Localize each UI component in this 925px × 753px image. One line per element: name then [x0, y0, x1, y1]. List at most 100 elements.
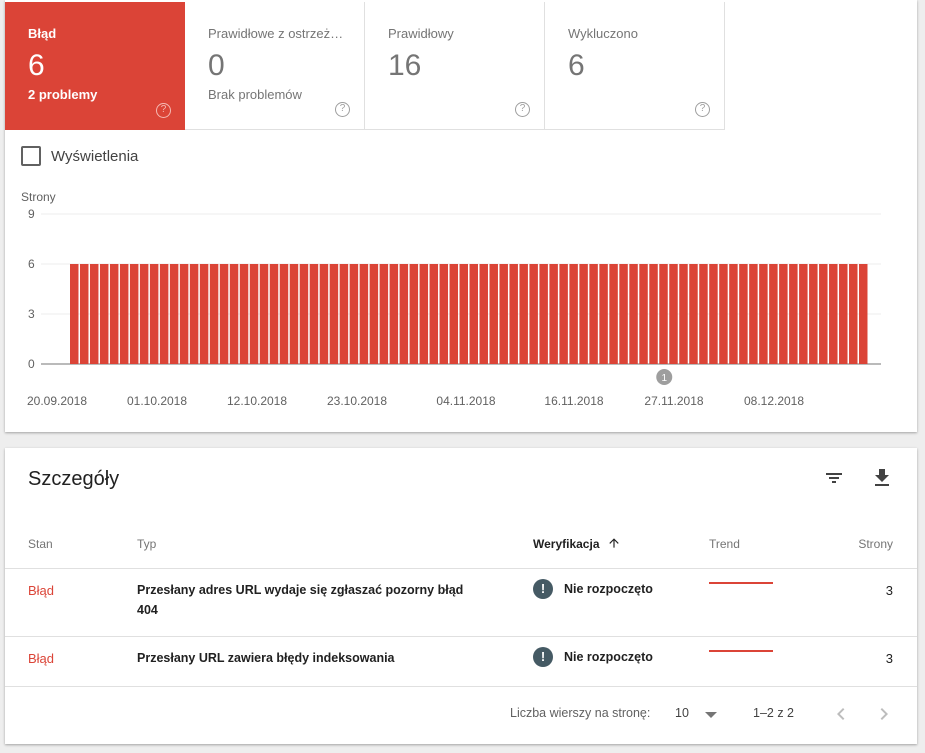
- chart-bar[interactable]: [529, 264, 538, 364]
- tile-excluded[interactable]: Wykluczono 6 ?: [545, 2, 725, 130]
- chart-bar[interactable]: [559, 264, 568, 364]
- chart-bar[interactable]: [219, 264, 229, 364]
- chart-bar[interactable]: [829, 264, 838, 364]
- chart-bar[interactable]: [279, 264, 289, 364]
- chart-bar[interactable]: [109, 264, 119, 364]
- chart-bar[interactable]: [639, 264, 648, 364]
- chart-bar[interactable]: [599, 264, 608, 364]
- chart-bar[interactable]: [819, 264, 828, 364]
- chart-bar[interactable]: [709, 264, 718, 364]
- chart-bar[interactable]: [849, 264, 858, 364]
- chart-bar[interactable]: [579, 264, 588, 364]
- chart-bar[interactable]: [489, 264, 498, 364]
- help-icon[interactable]: ?: [156, 103, 171, 118]
- table-row[interactable]: Błąd Przesłany adres URL wydaje się zgła…: [5, 568, 917, 637]
- chart-bar[interactable]: [619, 264, 628, 364]
- rows-per-page-select[interactable]: 10: [675, 706, 689, 720]
- chart-bar[interactable]: [119, 264, 129, 364]
- chart-bar[interactable]: [669, 264, 678, 364]
- help-icon[interactable]: ?: [515, 102, 530, 117]
- chart-bar[interactable]: [649, 264, 658, 364]
- chart-bar[interactable]: [769, 264, 778, 364]
- chart-bar[interactable]: [70, 264, 79, 364]
- previous-page-icon[interactable]: [829, 702, 853, 726]
- tile-error[interactable]: Błąd 6 2 problemy ?: [5, 2, 185, 130]
- chart-bar[interactable]: [609, 264, 618, 364]
- chart-bar[interactable]: [689, 264, 698, 364]
- chart-bar[interactable]: [679, 264, 688, 364]
- chart-bar[interactable]: [809, 264, 818, 364]
- chart-bar[interactable]: [729, 264, 738, 364]
- chart-bar[interactable]: [389, 264, 399, 364]
- chart-bar[interactable]: [199, 264, 209, 364]
- chart-bar[interactable]: [189, 264, 199, 364]
- chart-bar[interactable]: [479, 264, 488, 364]
- chart-bar[interactable]: [249, 264, 259, 364]
- chart-bar[interactable]: [399, 264, 409, 364]
- chart-bar[interactable]: [469, 264, 478, 364]
- chart-bar[interactable]: [89, 264, 99, 364]
- chart-bar[interactable]: [789, 264, 798, 364]
- chart-bar[interactable]: [209, 264, 219, 364]
- chart-bar[interactable]: [799, 264, 808, 364]
- chart-bar[interactable]: [429, 264, 439, 364]
- chart-bar[interactable]: [239, 264, 249, 364]
- chart-bar[interactable]: [739, 264, 748, 364]
- chart-bar[interactable]: [699, 264, 708, 364]
- table-row[interactable]: Błąd Przesłany URL zawiera błędy indekso…: [5, 636, 917, 687]
- chart-bar[interactable]: [359, 264, 369, 364]
- chart-bar[interactable]: [629, 264, 638, 364]
- chart-bar[interactable]: [99, 264, 109, 364]
- chart-bar[interactable]: [159, 264, 169, 364]
- views-toggle[interactable]: Wyświetlenia: [21, 146, 138, 166]
- chart-bar[interactable]: [539, 264, 548, 364]
- column-header-weryfikacja[interactable]: Weryfikacja: [533, 520, 709, 569]
- chart-bar[interactable]: [569, 264, 578, 364]
- chart-bar[interactable]: [329, 264, 339, 364]
- chart-bar[interactable]: [459, 264, 468, 364]
- chart-bar[interactable]: [749, 264, 758, 364]
- chart-bar[interactable]: [309, 264, 319, 364]
- column-header-stan[interactable]: Stan: [5, 520, 137, 569]
- column-header-strony[interactable]: Strony: [819, 520, 917, 569]
- chart-bar[interactable]: [499, 264, 508, 364]
- chart-bar[interactable]: [299, 264, 309, 364]
- chart-bar[interactable]: [229, 264, 239, 364]
- chart-bar[interactable]: [659, 264, 668, 364]
- views-checkbox[interactable]: [21, 146, 41, 166]
- chart-bar[interactable]: [549, 264, 558, 364]
- next-page-icon[interactable]: [872, 702, 896, 726]
- chart-bar[interactable]: [379, 264, 389, 364]
- tile-valid-warnings[interactable]: Prawidłowe z ostrzeż… 0 Brak problemów ?: [185, 2, 365, 130]
- chart-bar[interactable]: [419, 264, 429, 364]
- chart-bar[interactable]: [779, 264, 788, 364]
- tile-valid[interactable]: Prawidłowy 16 ?: [365, 2, 545, 130]
- chart-bar[interactable]: [269, 264, 279, 364]
- chart-annotation-marker[interactable]: [656, 369, 673, 385]
- chart-bar[interactable]: [439, 264, 449, 364]
- chart-bar[interactable]: [719, 264, 728, 364]
- chart-bar[interactable]: [589, 264, 598, 364]
- chart-bar[interactable]: [79, 264, 89, 364]
- help-icon[interactable]: ?: [335, 102, 350, 117]
- chart-bar[interactable]: [319, 264, 329, 364]
- chart-bar[interactable]: [449, 264, 459, 364]
- column-header-trend[interactable]: Trend: [709, 520, 819, 569]
- chart-bar[interactable]: [509, 264, 518, 364]
- chart-bar[interactable]: [169, 264, 179, 364]
- filter-icon[interactable]: [822, 466, 846, 490]
- chart-bar[interactable]: [859, 264, 868, 364]
- chart-bar[interactable]: [259, 264, 269, 364]
- chart-bar[interactable]: [409, 264, 419, 364]
- column-header-typ[interactable]: Typ: [137, 520, 533, 569]
- chart-bar[interactable]: [349, 264, 359, 364]
- chart-bar[interactable]: [129, 264, 139, 364]
- chart-bar[interactable]: [519, 264, 528, 364]
- help-icon[interactable]: ?: [695, 102, 710, 117]
- chart-bar[interactable]: [339, 264, 349, 364]
- chart-bar[interactable]: [179, 264, 189, 364]
- chart-bar[interactable]: [289, 264, 299, 364]
- chevron-down-icon[interactable]: [705, 712, 717, 718]
- download-icon[interactable]: [870, 466, 894, 490]
- chart-bar[interactable]: [139, 264, 149, 364]
